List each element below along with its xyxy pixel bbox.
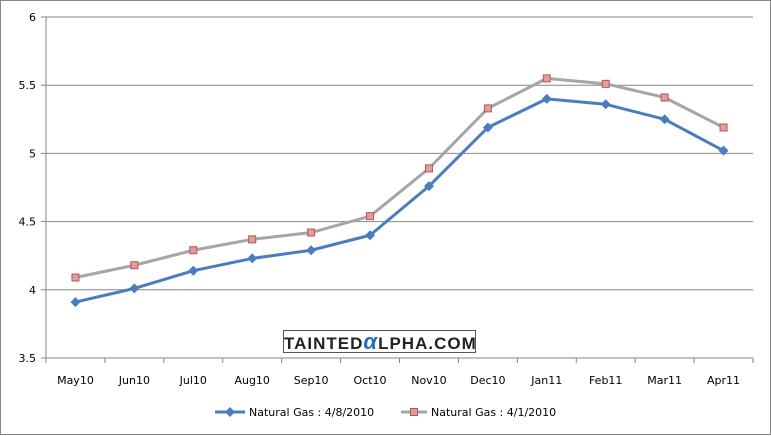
- data-point-diamond: [482, 122, 493, 133]
- x-tick-label: Jan11: [530, 374, 562, 387]
- data-point-diamond: [659, 114, 670, 125]
- x-tick-label: Oct10: [354, 374, 387, 387]
- y-tick-label: 5.5: [19, 79, 37, 92]
- x-tick-label: Nov10: [411, 374, 446, 387]
- data-point-diamond: [718, 145, 729, 156]
- data-point-square: [189, 246, 198, 255]
- x-tick-label: Apr11: [707, 374, 740, 387]
- data-point-square: [719, 123, 728, 132]
- x-tick-label: May10: [57, 374, 94, 387]
- legend-label-0: Natural Gas : 4/8/2010: [249, 406, 374, 419]
- data-point-diamond: [129, 283, 140, 294]
- x-tick-label: Jun10: [118, 374, 150, 387]
- legend-marker-0: [225, 407, 235, 417]
- y-tick-label: 5: [29, 147, 36, 160]
- data-point-square: [660, 93, 669, 102]
- data-point-diamond: [188, 265, 199, 276]
- x-tick-label: Sep10: [294, 374, 329, 387]
- x-tick-label: Aug10: [234, 374, 269, 387]
- legend-label-1: Natural Gas : 4/1/2010: [431, 406, 556, 419]
- data-point-square: [248, 235, 257, 244]
- data-point-diamond: [423, 181, 434, 192]
- data-point-square: [130, 261, 139, 270]
- data-point-square: [542, 74, 551, 83]
- data-point-diamond: [70, 297, 81, 308]
- series-line-0: [75, 97, 725, 304]
- data-point-square: [424, 164, 433, 173]
- data-point-diamond: [541, 93, 552, 104]
- y-tick-label: 6: [29, 11, 36, 24]
- x-tick-label: Feb11: [589, 374, 622, 387]
- data-point-diamond: [600, 99, 611, 110]
- y-tick-label: 4: [29, 284, 36, 297]
- x-tick-label: Jul10: [179, 374, 207, 387]
- x-tick-label: Mar11: [647, 374, 682, 387]
- data-point-square: [307, 228, 316, 237]
- data-point-square: [483, 104, 492, 113]
- y-tick-label: 4.5: [19, 216, 37, 229]
- data-point-diamond: [247, 253, 258, 264]
- y-tick-label: 3.5: [19, 352, 37, 365]
- watermark-logo: TAINTEDαLPHA.COM: [283, 329, 477, 354]
- data-point-square: [71, 273, 80, 282]
- data-point-square: [366, 212, 375, 221]
- legend-marker-1: [410, 408, 418, 416]
- data-point-diamond: [306, 245, 317, 256]
- data-point-diamond: [365, 230, 376, 241]
- series-line-1: [75, 76, 725, 279]
- x-tick-label: Dec10: [470, 374, 505, 387]
- data-point-square: [601, 79, 610, 88]
